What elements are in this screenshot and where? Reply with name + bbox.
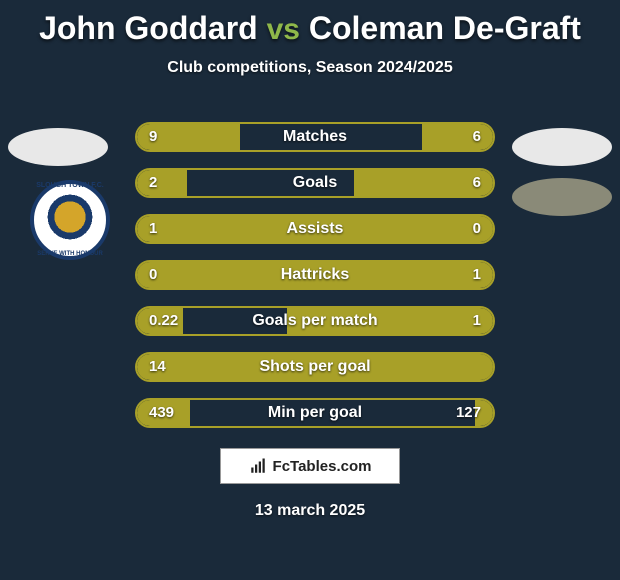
club-crest: SLOUGH TOWN F.C. SERVE WITH HONOUR	[30, 180, 110, 260]
stat-row: 14Shots per goal	[135, 352, 495, 382]
stat-label: Goals per match	[137, 308, 493, 334]
player2-silhouette-1	[512, 128, 612, 166]
subtitle: Club competitions, Season 2024/2025	[0, 59, 620, 77]
brand-badge: FcTables.com	[220, 448, 400, 484]
stat-row: 01Hattricks	[135, 260, 495, 290]
stat-label: Min per goal	[137, 400, 493, 426]
stat-row: 10Assists	[135, 214, 495, 244]
stat-label: Assists	[137, 216, 493, 242]
player2-silhouette-2	[512, 178, 612, 216]
crest-inner	[40, 190, 100, 250]
vs-text: vs	[267, 13, 300, 46]
player1-silhouette	[8, 128, 108, 166]
crest-bottom-text: SERVE WITH HONOUR	[34, 251, 106, 258]
player1-name: John Goddard	[39, 10, 258, 46]
stat-label: Goals	[137, 170, 493, 196]
date-text: 13 march 2025	[0, 502, 620, 520]
stat-rows: 96Matches 26Goals 10Assists 01Hattricks 0.22…	[135, 122, 495, 444]
crest-top-text: SLOUGH TOWN F.C.	[34, 182, 106, 190]
stat-row: 26Goals	[135, 168, 495, 198]
stat-row: 0.221Goals per match	[135, 306, 495, 336]
stat-row: 439127Min per goal	[135, 398, 495, 428]
stat-label: Matches	[137, 124, 493, 150]
stat-row: 96Matches	[135, 122, 495, 152]
page-title: John Goddard vs Coleman De-Graft	[0, 0, 620, 47]
player2-name: Coleman De-Graft	[309, 10, 581, 46]
stat-label: Hattricks	[137, 262, 493, 288]
chart-icon	[249, 457, 267, 475]
stat-label: Shots per goal	[137, 354, 493, 380]
brand-text: FcTables.com	[273, 458, 372, 475]
